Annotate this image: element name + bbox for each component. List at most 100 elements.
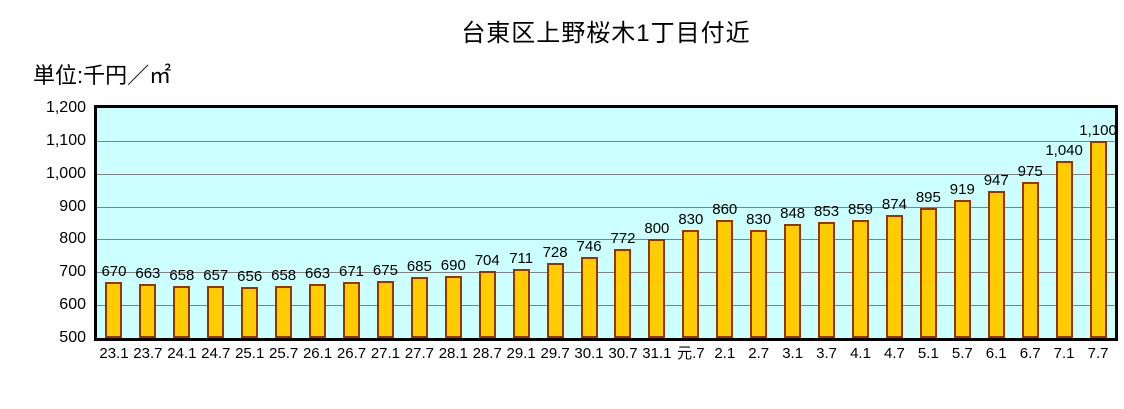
x-tick-label: 25.7 [269,345,299,362]
bar [241,286,259,338]
x-tick-label: 26.7 [336,345,367,362]
y-tick-label: 1,200 [45,99,86,116]
x-tick-label: 30.1 [574,345,604,362]
bar [648,239,666,338]
bar [1089,140,1107,338]
bar-value-label: 670 [101,263,127,281]
gridline [97,305,1115,307]
gridline [97,206,1115,208]
bar [716,219,734,338]
x-tick-label: 29.1 [506,345,536,362]
bar-value-label: 658 [271,267,297,285]
bar [376,280,394,338]
bar-value-label: 675 [372,261,398,279]
bar-value-label: 947 [983,172,1009,190]
bar [784,223,802,338]
x-tick-label: 2.7 [748,345,770,362]
bar [546,263,564,338]
x-tick-label: 25.1 [235,345,265,362]
bar-value-label: 874 [881,196,907,214]
x-tick-label: 28.7 [472,345,502,362]
bar [682,229,700,338]
bar-value-label: 1,040 [1045,141,1083,159]
bar [919,208,937,338]
x-tick-label: 3.1 [782,345,804,362]
bar [750,229,768,338]
bar-value-label: 656 [237,267,263,285]
x-tick-label: 29.7 [540,345,570,362]
bar-value-label: 685 [406,258,432,276]
bar-value-label: 657 [203,267,229,285]
x-tick-label: 2.1 [714,345,736,362]
bar-value-label: 658 [169,267,195,285]
bar-value-label: 830 [746,210,772,228]
x-tick-label: 7.1 [1053,345,1075,362]
bar [953,200,971,338]
x-tick-label: 4.1 [850,345,871,362]
x-tick-label: 6.7 [1019,345,1041,362]
bar [139,284,157,338]
bar-value-label: 860 [712,200,738,218]
chart-title: 台東区上野桜木1丁目付近 [461,20,751,47]
x-tick-label: 4.7 [883,345,905,362]
y-tick-label: 1,000 [45,164,86,182]
x-tick-label: 23.1 [99,345,129,362]
y-tick-label: 900 [59,197,86,215]
bar-value-label: 848 [780,204,806,222]
bar-value-label: 1,100 [1079,121,1117,139]
x-tick-label: 元.7 [677,345,705,362]
x-tick-label: 31.1 [642,345,672,362]
x-tick-label: 3.7 [816,345,837,362]
bar-value-label: 853 [814,203,840,221]
bar [1055,160,1073,338]
bar [410,277,428,338]
bar [444,275,462,338]
bar [478,270,496,338]
x-tick-label: 26.1 [302,345,333,362]
bar-value-label: 728 [542,244,568,262]
bar [852,220,869,338]
y-tick-label: 800 [59,230,86,248]
unit-label: 単位:千円／㎡ [33,63,172,88]
x-tick-label: 6.1 [985,345,1007,362]
bar [512,268,530,338]
bar [275,286,293,338]
y-tick-label: 700 [59,263,86,281]
y-tick-label: 600 [59,296,86,314]
y-tick-label: 500 [59,329,86,346]
bar-value-label: 663 [135,265,161,283]
gridline [97,272,1115,274]
bar-value-label: 800 [644,220,670,238]
bar-value-label: 895 [915,189,941,207]
x-tick-label: 23.7 [133,345,163,362]
bar-value-label: 711 [509,249,534,267]
bar [105,282,123,338]
bar [343,281,360,338]
bar [885,215,903,338]
bar-value-label: 975 [1017,162,1043,180]
x-tick-label: 5.1 [917,345,939,362]
bar [309,284,327,338]
bar-value-label: 830 [678,210,704,228]
x-tick-label: 27.7 [404,345,434,362]
x-tick-label: 27.1 [370,345,401,362]
x-tick-label: 5.7 [951,345,973,362]
x-tick-label: 24.7 [201,345,231,362]
bar-value-label: 859 [847,201,874,219]
gridline [97,140,1115,142]
bar [207,286,225,338]
gridline [97,173,1115,175]
x-tick-label: 24.1 [167,345,197,362]
x-tick-label: 7.7 [1087,345,1109,362]
y-tick-label: 1,100 [45,131,86,149]
bar-value-label: 772 [610,229,636,247]
bar [818,222,836,338]
x-tick-label: 30.7 [608,345,638,362]
bar [987,191,1005,338]
bar-value-label: 919 [949,181,975,199]
plot-area: 670 663 658 657 656 658 663 671 675 685 690 704 711 7… [94,105,1118,341]
bar-value-label: 690 [440,256,466,274]
x-tick-label: 28.1 [438,345,468,362]
bar [173,286,191,338]
